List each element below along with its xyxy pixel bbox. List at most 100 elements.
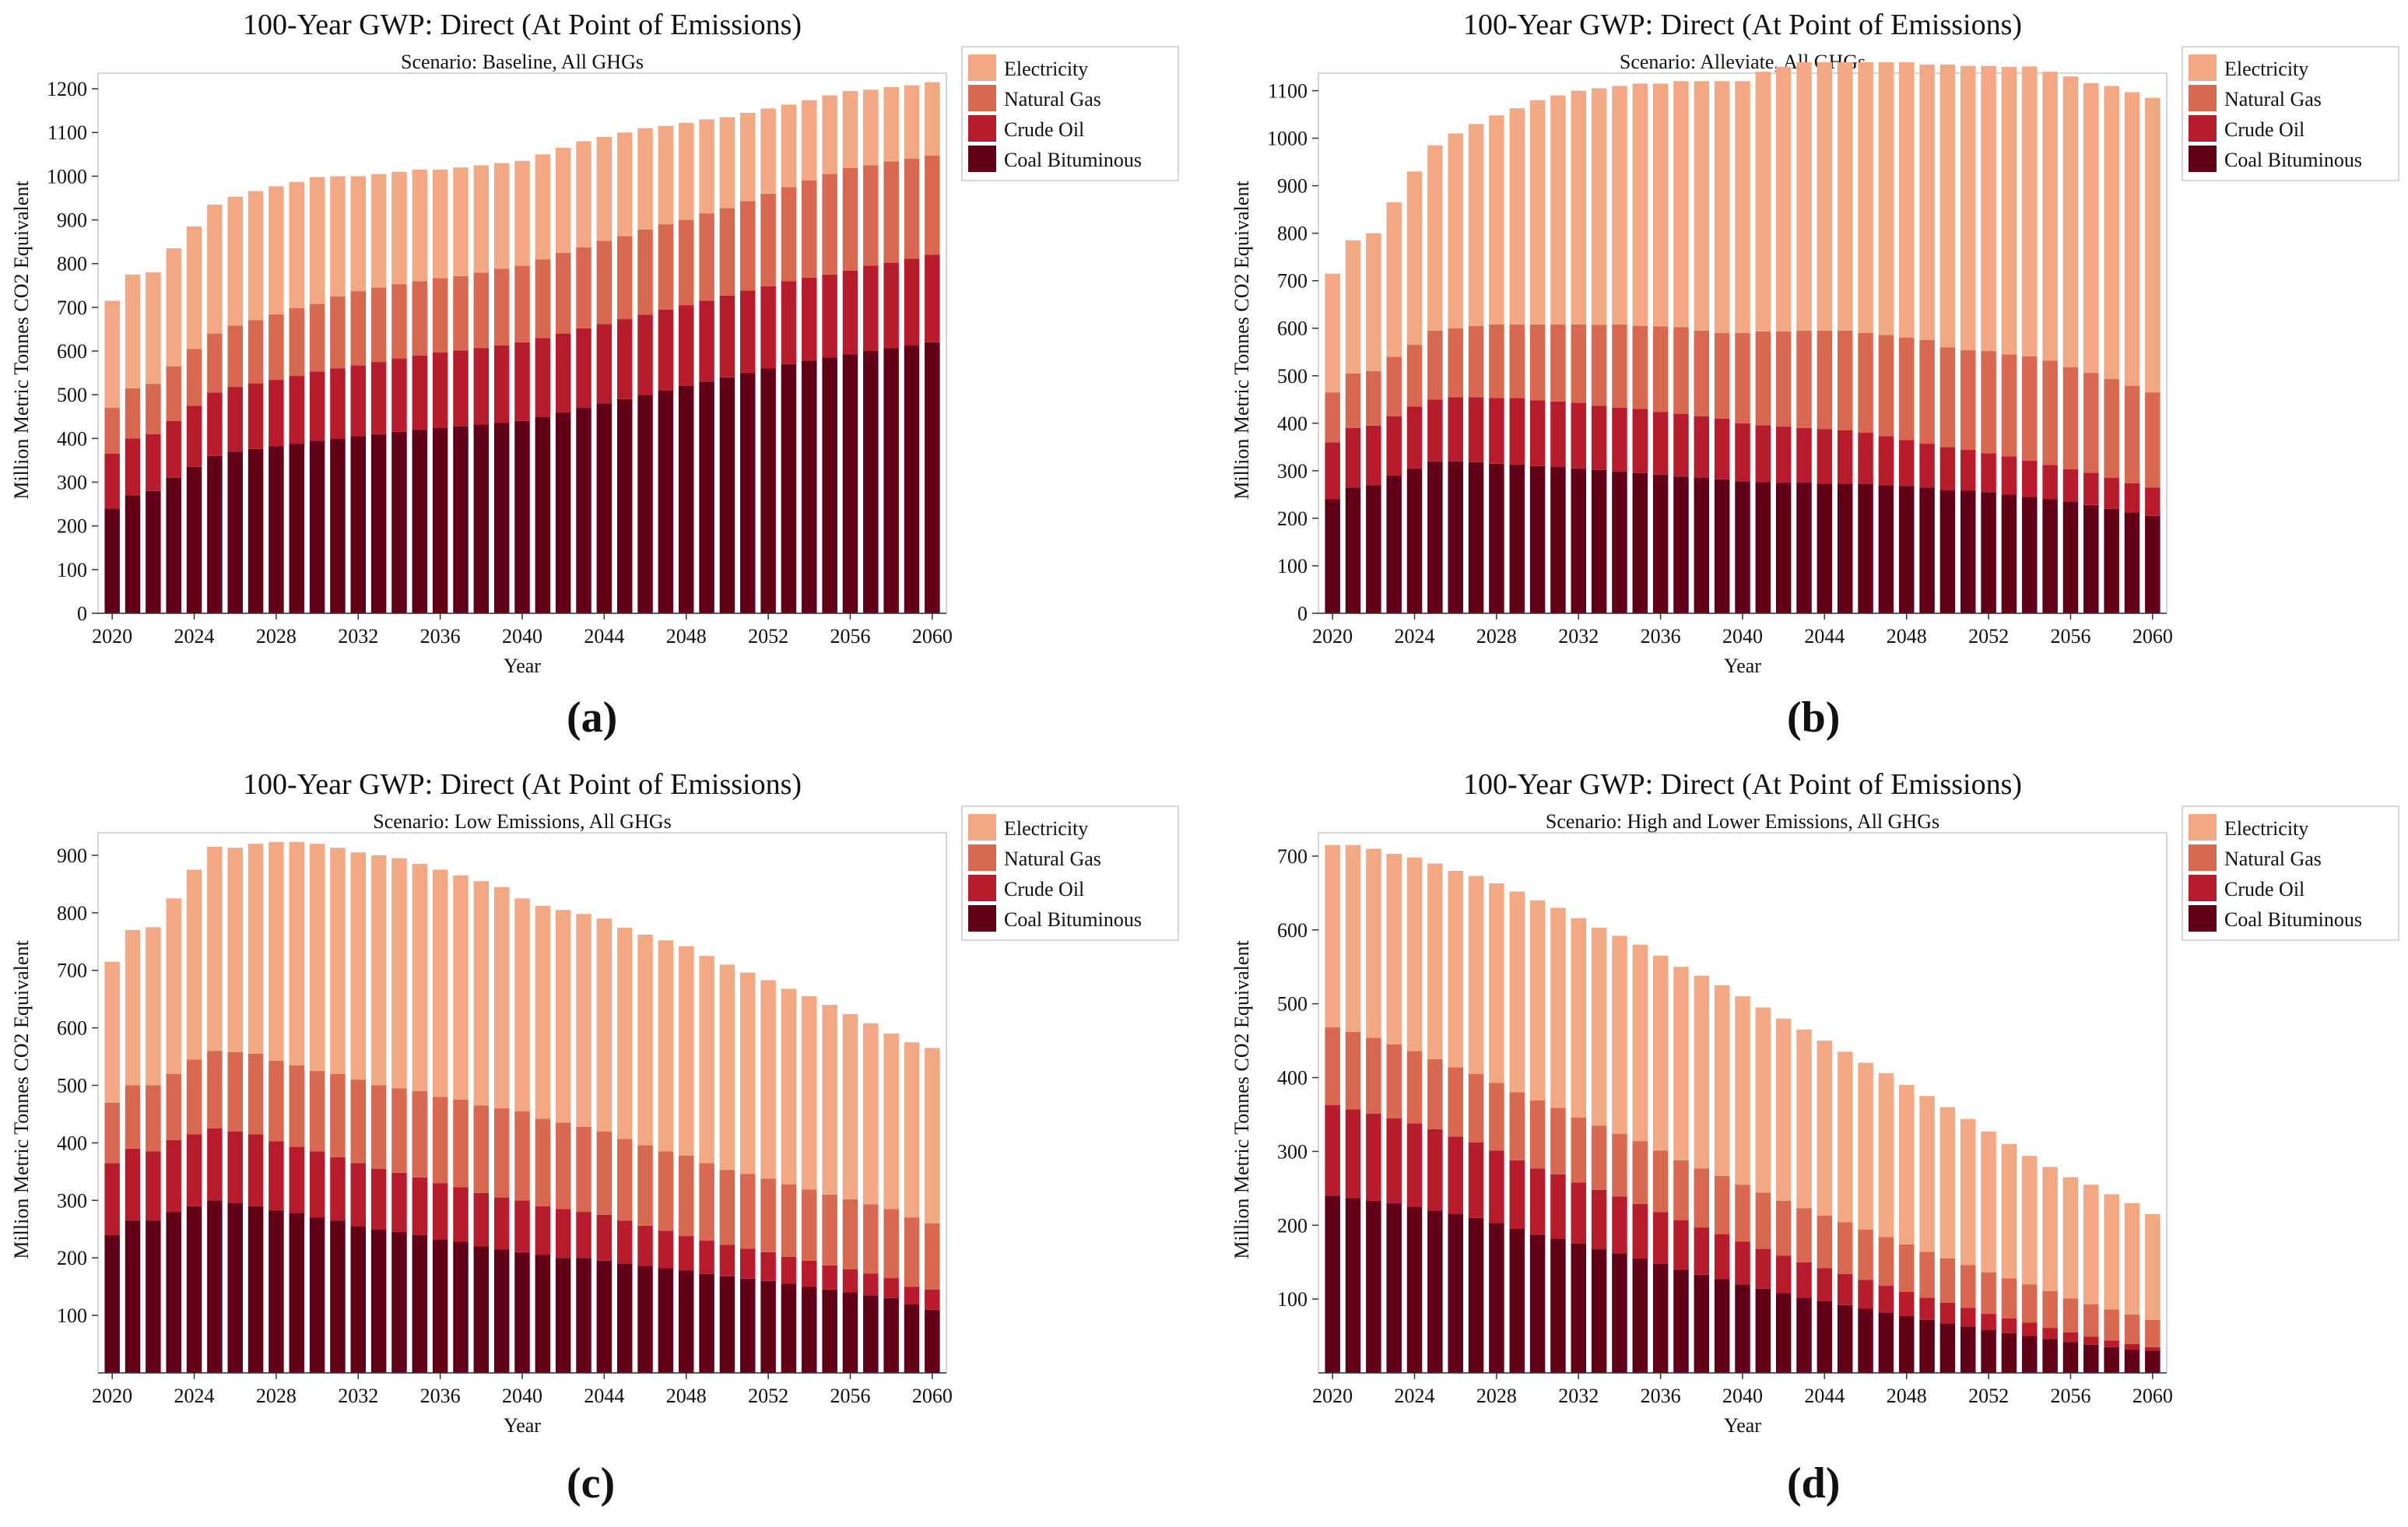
bar-electricity-2036 <box>432 169 448 279</box>
bar-electricity-2021 <box>125 274 141 388</box>
bar-coal-bituminous-2033 <box>370 1229 387 1373</box>
bar-crude-oil-2050 <box>1939 1302 1956 1324</box>
bar-electricity-2027 <box>1468 876 1484 1074</box>
legend-swatch-coal-bituminous <box>2189 905 2217 932</box>
bar-electricity-2042 <box>1775 1018 1792 1201</box>
bar-natural-gas-2054 <box>802 181 817 278</box>
legend-label: Crude Oil <box>2224 878 2304 900</box>
bar-crude-oil-2053 <box>781 1256 797 1284</box>
legend-swatch-natural-gas <box>968 85 996 111</box>
bar-electricity-2029 <box>1509 891 1525 1093</box>
bar-crude-oil-2030 <box>309 371 325 441</box>
bar-crude-oil-2056 <box>842 270 858 355</box>
bar-electricity-2030 <box>1529 900 1546 1100</box>
x-tick-label: 2028 <box>1476 625 1517 648</box>
bar-natural-gas-2022 <box>146 1085 161 1152</box>
x-tick-label: 2052 <box>1968 1385 2009 1407</box>
bar-electricity-2043 <box>1796 61 1812 331</box>
bar-crude-oil-2050 <box>719 295 735 377</box>
bar-electricity-2027 <box>247 844 264 1054</box>
bar-coal-bituminous-2023 <box>1386 475 1402 613</box>
bar-natural-gas-2054 <box>2022 1284 2038 1323</box>
bar-natural-gas-2048 <box>1898 337 1915 441</box>
bar-crude-oil-2060 <box>925 1289 940 1310</box>
chart-a: 100-Year GWP: Direct (At Point of Emissi… <box>10 9 1179 677</box>
bar-coal-bituminous-2032 <box>350 436 367 613</box>
bar-electricity-2038 <box>1694 81 1710 331</box>
bar-electricity-2042 <box>555 147 571 253</box>
bar-natural-gas-2055 <box>822 1194 837 1265</box>
bar-coal-bituminous-2052 <box>1981 492 1996 613</box>
bar-electricity-2039 <box>493 163 510 269</box>
bar-crude-oil-2047 <box>1878 1286 1894 1313</box>
bar-electricity-2060 <box>2145 97 2161 393</box>
bar-coal-bituminous-2046 <box>637 1265 653 1373</box>
bar-crude-oil-2059 <box>2124 483 2140 513</box>
bar-natural-gas-2057 <box>863 1204 879 1274</box>
bar-crude-oil-2045 <box>1837 430 1853 484</box>
bar-natural-gas-2020 <box>104 1102 120 1164</box>
bar-natural-gas-2037 <box>453 276 469 351</box>
bar-coal-bituminous-2039 <box>1714 1279 1730 1373</box>
y-tick-label: 900 <box>57 209 87 232</box>
bar-natural-gas-2056 <box>842 167 858 271</box>
bar-crude-oil-2037 <box>453 1187 469 1242</box>
bar-coal-bituminous-2021 <box>125 1220 141 1373</box>
bar-natural-gas-2024 <box>186 1059 202 1135</box>
bar-coal-bituminous-2059 <box>904 1304 920 1373</box>
bar-electricity-2059 <box>904 1042 920 1218</box>
bar-natural-gas-2028 <box>1489 1083 1504 1151</box>
bar-electricity-2057 <box>2083 82 2099 374</box>
bar-electricity-2032 <box>350 176 367 292</box>
bar-electricity-2058 <box>2104 1194 2119 1310</box>
bar-crude-oil-2051 <box>740 1248 756 1279</box>
bar-electricity-2058 <box>883 86 899 162</box>
bar-coal-bituminous-2027 <box>247 448 264 613</box>
bar-electricity-2058 <box>2104 86 2119 380</box>
y-tick-label: 200 <box>57 1247 87 1269</box>
bar-coal-bituminous-2055 <box>2042 499 2058 613</box>
bar-crude-oil-2054 <box>802 277 817 361</box>
legend-label: Natural Gas <box>2224 88 2322 111</box>
y-tick-label: 500 <box>57 1075 87 1097</box>
bar-crude-oil-2053 <box>781 281 797 364</box>
bar-crude-oil-2040 <box>1735 1241 1750 1285</box>
bar-natural-gas-2048 <box>678 1155 694 1237</box>
bar-natural-gas-2037 <box>453 1100 469 1188</box>
bar-natural-gas-2043 <box>576 1126 591 1213</box>
bar-natural-gas-2050 <box>719 1170 735 1245</box>
bar-natural-gas-2055 <box>822 174 837 275</box>
bar-coal-bituminous-2057 <box>863 351 879 613</box>
legend-label: Coal Bituminous <box>2224 908 2362 931</box>
bar-crude-oil-2042 <box>555 1209 571 1258</box>
bar-natural-gas-2031 <box>1550 1108 1566 1174</box>
bar-crude-oil-2055 <box>2042 1328 2058 1339</box>
bar-electricity-2032 <box>350 852 367 1080</box>
bar-crude-oil-2028 <box>1489 398 1504 464</box>
bar-natural-gas-2046 <box>1858 1229 1873 1280</box>
y-tick-label: 900 <box>1277 175 1308 198</box>
bar-coal-bituminous-2047 <box>1878 485 1894 613</box>
bar-coal-bituminous-2053 <box>2001 494 2017 613</box>
bar-crude-oil-2031 <box>330 1157 346 1221</box>
bar-electricity-2027 <box>1468 124 1484 326</box>
bar-electricity-2023 <box>166 898 181 1074</box>
figure-label-c: (c) <box>567 1459 616 1508</box>
bar-electricity-2046 <box>1858 1062 1873 1230</box>
bar-crude-oil-2053 <box>2001 1318 2017 1333</box>
bar-electricity-2028 <box>1489 115 1504 325</box>
bar-coal-bituminous-2021 <box>1345 1198 1361 1373</box>
bar-crude-oil-2034 <box>391 358 407 432</box>
bar-natural-gas-2058 <box>883 161 899 263</box>
bar-natural-gas-2053 <box>781 187 797 282</box>
bar-electricity-2033 <box>370 174 387 288</box>
bar-coal-bituminous-2037 <box>453 1241 469 1373</box>
bar-coal-bituminous-2031 <box>330 1220 346 1373</box>
bar-crude-oil-2042 <box>1775 427 1792 483</box>
bar-natural-gas-2037 <box>1673 327 1689 414</box>
bar-electricity-2048 <box>678 946 694 1156</box>
y-tick-label: 700 <box>57 960 87 982</box>
bar-crude-oil-2026 <box>1448 1136 1463 1215</box>
bar-crude-oil-2032 <box>1571 402 1587 469</box>
bar-natural-gas-2025 <box>207 1051 223 1129</box>
